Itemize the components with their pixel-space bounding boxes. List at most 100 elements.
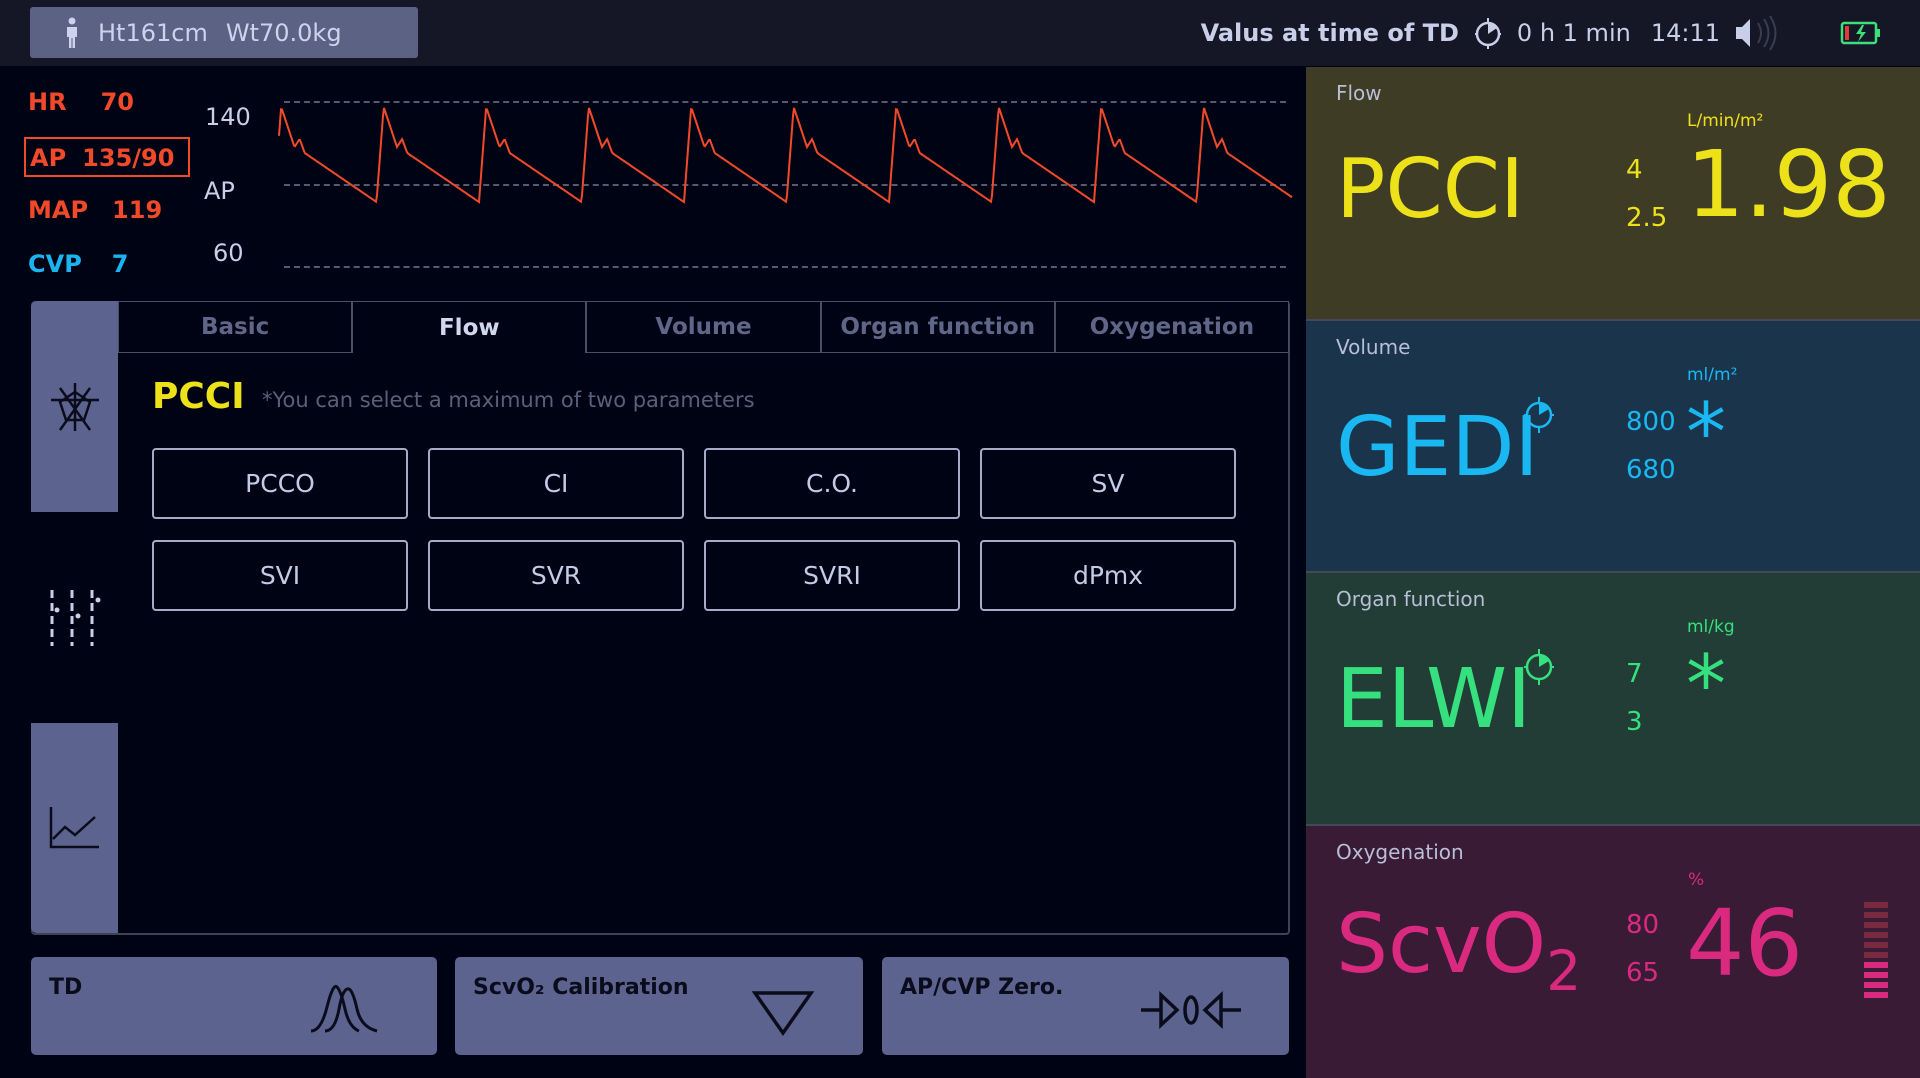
sidebar-item-trend[interactable]: [31, 723, 118, 933]
td-button[interactable]: TD: [31, 957, 437, 1055]
battery-icon: [1840, 21, 1880, 45]
oxygenation-param-name: ScvO2: [1336, 904, 1581, 999]
oxygenation-level-bar: [1864, 902, 1888, 1002]
oxygenation-unit: %: [1688, 870, 1705, 890]
flow-panel[interactable]: Flow PCCI 4 2.5 L/min/m² 1.98: [1306, 67, 1920, 319]
param-button-co[interactable]: C.O.: [704, 448, 960, 519]
organ-function-panel[interactable]: Organ function ELWI 7 3 ml/kg *: [1306, 571, 1920, 824]
scale-high: 140: [205, 103, 251, 131]
organ-panel-title: Organ function: [1336, 587, 1486, 611]
oxygenation-low-limit: 65: [1626, 958, 1660, 988]
waveform-label: AP: [204, 177, 235, 205]
timer-icon: [1524, 649, 1554, 685]
param-button-sv[interactable]: SV: [980, 448, 1236, 519]
elapsed-time: 0 h 1 min: [1516, 19, 1631, 47]
sidebar-item-parameters[interactable]: [31, 512, 118, 723]
flow-high-limit: 4: [1626, 155, 1643, 185]
selection-title: PCCI: [152, 376, 245, 417]
tab-flow[interactable]: Flow: [352, 301, 587, 353]
ap-readout[interactable]: AP 135/90: [24, 137, 190, 177]
cvp-value: 7: [111, 250, 129, 278]
spider-chart-icon: [50, 382, 99, 431]
triangle-down-icon: [751, 991, 815, 1037]
selection-hint: *You can select a maximum of two paramet…: [262, 388, 755, 412]
param-button-svi[interactable]: SVI: [152, 540, 408, 611]
organ-low-limit: 3: [1626, 707, 1643, 737]
tab-organ-function[interactable]: Organ function: [820, 301, 1055, 353]
flow-unit: L/min/m²: [1687, 111, 1764, 131]
flow-param-name: PCCI: [1336, 142, 1525, 237]
level-bar-segment: [1864, 942, 1888, 948]
oxygenation-panel[interactable]: Oxygenation ScvO2 80 65 % 46: [1306, 824, 1920, 1078]
map-label: MAP: [28, 196, 89, 224]
level-bar-segment: [1864, 982, 1888, 988]
organ-unit: ml/kg: [1687, 617, 1735, 637]
patient-height: Ht161cm: [98, 18, 208, 47]
scale-low: 60: [213, 239, 244, 267]
volume-low-limit: 680: [1626, 455, 1676, 485]
cvp-readout: CVP 7: [28, 250, 128, 278]
param-button-ci[interactable]: CI: [428, 448, 684, 519]
scvo2-calibration-button[interactable]: ScvO₂ Calibration: [455, 957, 863, 1055]
ap-label: AP: [30, 144, 67, 172]
oxygenation-value: 46: [1686, 890, 1804, 997]
level-bar-segment: [1864, 902, 1888, 908]
oxygenation-param-subscript: 2: [1546, 939, 1582, 1003]
sidebar: [31, 301, 118, 935]
organ-high-limit: 7: [1626, 659, 1643, 689]
tab-volume[interactable]: Volume: [586, 301, 821, 353]
speaker-icon[interactable]: [1734, 15, 1786, 51]
volume-param-name: GEDI: [1336, 400, 1539, 495]
tab-basic[interactable]: Basic: [118, 301, 353, 353]
flow-low-limit: 2.5: [1626, 203, 1668, 233]
level-bar-segment: [1864, 962, 1888, 968]
level-bar-segment: [1864, 912, 1888, 918]
param-button-dpmx[interactable]: dPmx: [980, 540, 1236, 611]
volume-panel[interactable]: Volume GEDI 800 680 ml/m² *: [1306, 319, 1920, 571]
oxygenation-panel-title: Oxygenation: [1336, 840, 1464, 864]
level-bar-segment: [1864, 952, 1888, 958]
category-tabs: Basic Flow Volume Organ function Oxygena…: [118, 301, 1290, 353]
ap-cvp-zero-label: AP/CVP Zero.: [900, 975, 1064, 1000]
patient-info-button[interactable]: Ht161cm Wt70.0kg: [30, 7, 418, 58]
ap-waveform-trace: [278, 107, 1293, 204]
gridline-low: [284, 266, 1286, 268]
level-bar-segment: [1864, 932, 1888, 938]
organ-value: *: [1686, 638, 1726, 731]
param-button-svri[interactable]: SVRI: [704, 540, 960, 611]
volume-panel-title: Volume: [1336, 335, 1411, 359]
flow-panel-title: Flow: [1336, 81, 1382, 105]
cvp-label: CVP: [28, 250, 82, 278]
volume-unit: ml/m²: [1687, 365, 1738, 385]
param-button-svr[interactable]: SVR: [428, 540, 684, 611]
ap-value: 135/90: [82, 144, 175, 172]
sidebar-item-spider[interactable]: [31, 301, 118, 512]
status-label: Valus at time of TD: [1200, 19, 1459, 47]
gridline-high: [284, 101, 1286, 103]
oxygenation-param-base: ScvO: [1336, 897, 1547, 992]
map-value: 119: [112, 196, 163, 224]
timer-icon: [1524, 397, 1554, 433]
hr-readout: HR 70: [28, 88, 134, 116]
header-status: Valus at time of TD 0 h 1 min 14:11: [1201, 0, 1920, 66]
tab-oxygenation[interactable]: Oxygenation: [1054, 301, 1290, 353]
patient-weight: Wt70.0kg: [225, 18, 342, 47]
trend-chart-icon: [49, 807, 99, 849]
param-button-pcco[interactable]: PCCO: [152, 448, 408, 519]
level-bar-segment: [1864, 922, 1888, 928]
zero-icon: [1141, 990, 1241, 1030]
scvo2-calibration-label: ScvO₂ Calibration: [473, 975, 689, 1000]
clock-time: 14:11: [1650, 19, 1720, 47]
gridline-mid: [284, 184, 1286, 186]
td-label: TD: [49, 975, 83, 1000]
organ-param-name: ELWI: [1336, 652, 1532, 747]
ap-cvp-zero-button[interactable]: AP/CVP Zero.: [882, 957, 1289, 1055]
map-readout: MAP 119: [28, 196, 162, 224]
ap-waveform: [278, 107, 1293, 204]
oxygenation-high-limit: 80: [1626, 910, 1660, 940]
thermodilution-curve-icon: [310, 984, 378, 1033]
timer-icon: [1474, 18, 1501, 49]
level-bar-segment: [1864, 992, 1888, 998]
volume-value: *: [1686, 386, 1726, 479]
sliders-icon: [50, 589, 100, 646]
